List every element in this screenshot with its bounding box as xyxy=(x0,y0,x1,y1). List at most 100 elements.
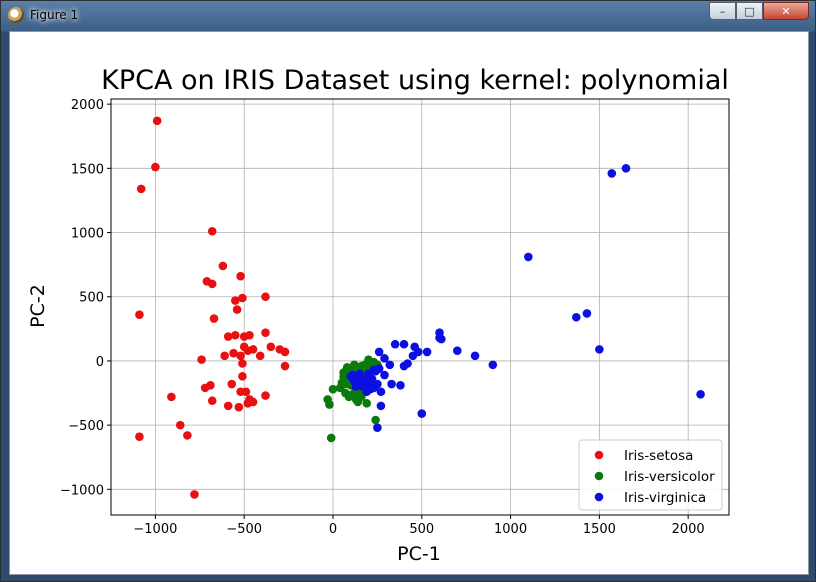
axis-ticks: −1000 −500 0 500 1000 1500 2000 −1000 −500 0 500 10… xyxy=(60,98,705,537)
data-point xyxy=(255,351,265,361)
data-point xyxy=(376,401,386,411)
data-point xyxy=(223,332,233,341)
legend-label: Iris-setosa xyxy=(624,448,693,464)
x-tick-label: 0 xyxy=(329,522,337,537)
data-point xyxy=(167,392,176,402)
data-point xyxy=(417,409,427,418)
data-point xyxy=(362,398,372,408)
data-point xyxy=(241,387,251,397)
data-point xyxy=(234,402,244,412)
x-tick-label: 2000 xyxy=(672,522,705,537)
data-point xyxy=(607,169,617,178)
data-point xyxy=(238,293,247,303)
legend: Iris-setosa Iris-versicolor Iris-virginica xyxy=(578,439,723,511)
data-point xyxy=(344,392,354,402)
data-point xyxy=(261,328,270,337)
data-point xyxy=(261,292,270,302)
data-point xyxy=(280,361,290,371)
title-bar[interactable]: Figure 1 – □ ✕ xyxy=(1,1,815,31)
figure-canvas: −1000 −500 0 500 1000 1500 2000 −1000 −500 0 500 10… xyxy=(9,31,809,575)
y-tick-label: 1000 xyxy=(71,227,104,242)
data-point xyxy=(595,345,604,354)
data-point xyxy=(346,372,356,381)
data-point xyxy=(207,226,217,236)
data-point xyxy=(339,375,348,385)
data-point xyxy=(380,370,389,380)
data-point xyxy=(358,374,368,384)
legend-marker xyxy=(594,471,604,481)
x-tick-label: −1000 xyxy=(133,522,177,537)
data-point xyxy=(261,391,270,400)
data-point xyxy=(365,384,375,394)
data-point xyxy=(390,339,400,349)
data-point xyxy=(231,296,240,305)
data-point xyxy=(248,345,258,354)
data-point xyxy=(422,347,432,357)
y-tick-label: −500 xyxy=(68,419,104,434)
y-tick-label: 1500 xyxy=(71,162,104,177)
data-point xyxy=(229,348,238,358)
x-tick-label: 1500 xyxy=(583,522,616,537)
data-point xyxy=(371,415,380,425)
close-button[interactable]: ✕ xyxy=(763,2,809,20)
data-point xyxy=(236,271,245,281)
data-point xyxy=(183,431,192,440)
y-tick-label: 2000 xyxy=(71,98,104,113)
data-point xyxy=(236,351,245,361)
minimize-button[interactable]: – xyxy=(709,2,736,20)
data-point xyxy=(367,374,377,384)
y-tick-label: 0 xyxy=(96,355,104,370)
data-point xyxy=(696,390,705,399)
data-point xyxy=(399,339,409,349)
chart-title: KPCA on IRIS Dataset using kernel: polyn… xyxy=(101,65,729,96)
data-point xyxy=(135,432,144,441)
data-point xyxy=(328,384,338,394)
scatter-chart: −1000 −500 0 500 1000 1500 2000 −1000 −500 0 500 10… xyxy=(27,65,730,565)
data-point xyxy=(280,347,290,357)
x-tick-label: 1000 xyxy=(494,522,527,537)
data-point xyxy=(380,354,389,363)
y-tick-label: 500 xyxy=(79,291,104,306)
data-point xyxy=(135,310,144,320)
data-point xyxy=(248,397,258,407)
data-point xyxy=(621,164,631,173)
data-point xyxy=(399,361,409,371)
data-point xyxy=(396,381,405,390)
data-point xyxy=(326,433,336,443)
legend-label: Iris-versicolor xyxy=(624,469,715,485)
matplotlib-app-icon xyxy=(8,7,24,23)
data-point xyxy=(136,184,146,194)
data-point xyxy=(325,400,334,409)
data-point xyxy=(190,490,199,499)
data-point xyxy=(238,372,247,381)
legend-marker xyxy=(594,492,604,502)
data-point xyxy=(408,351,418,361)
legend-box xyxy=(578,439,723,511)
data-point xyxy=(207,396,217,406)
data-point xyxy=(373,379,382,389)
data-point xyxy=(452,346,462,355)
data-point xyxy=(373,423,382,432)
x-axis-label: PC-1 xyxy=(397,543,441,565)
data-point xyxy=(218,261,228,271)
data-point xyxy=(266,342,276,352)
maximize-button[interactable]: □ xyxy=(736,2,763,20)
data-points xyxy=(135,116,705,499)
data-point xyxy=(220,351,229,361)
data-point xyxy=(524,252,533,262)
data-point xyxy=(245,330,254,340)
y-axis-label: PC-2 xyxy=(27,284,49,328)
data-point xyxy=(342,363,352,372)
data-point xyxy=(231,330,240,340)
data-point xyxy=(437,334,446,344)
data-point xyxy=(238,359,247,368)
data-point xyxy=(223,401,233,411)
data-point xyxy=(374,347,384,357)
data-point xyxy=(207,279,217,289)
data-point xyxy=(209,314,219,323)
data-point xyxy=(232,305,242,314)
window-title: Figure 1 xyxy=(30,8,79,22)
data-point xyxy=(200,383,210,393)
data-point xyxy=(152,116,162,126)
